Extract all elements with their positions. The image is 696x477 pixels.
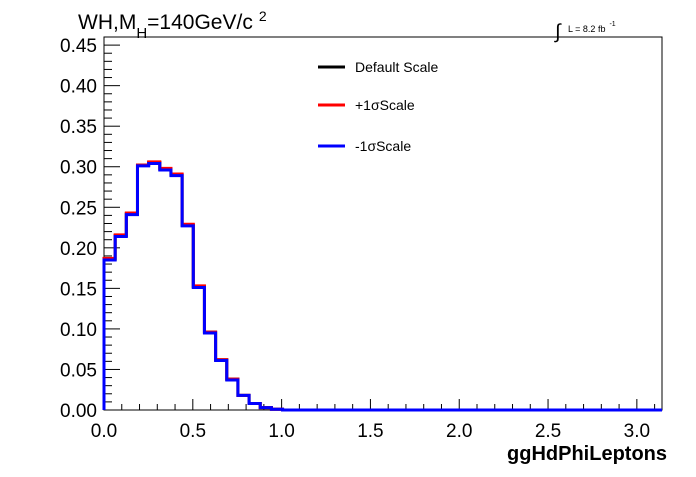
x-tick-label: 3.0	[624, 421, 650, 442]
y-tick-label: 0.10	[60, 320, 97, 341]
y-tick-label: 0.35	[60, 117, 97, 138]
y-tick-label: 0.45	[60, 36, 97, 57]
luminosity-text: L = 8.2 fb	[568, 24, 605, 34]
title-superscript: 2	[259, 8, 267, 24]
luminosity-label: L = 8.2 fb -1	[568, 21, 616, 34]
y-tick-label: 0.00	[60, 401, 97, 422]
x-tick-label: 0.5	[180, 421, 206, 442]
y-tick-label: 0.40	[60, 77, 97, 98]
x-tick-label: 1.0	[268, 421, 294, 442]
title-subscript: H	[136, 25, 147, 42]
chart-title: WH,MH=140GeV/c 2	[78, 8, 267, 42]
y-tick-label: 0.25	[60, 198, 97, 219]
legend: Default Scale +1σScale -1σScale	[318, 59, 438, 154]
legend-label-plus1sigma: +1σScale	[355, 97, 415, 113]
legend-label-default: Default Scale	[355, 59, 438, 75]
y-tick-label: 0.20	[60, 239, 97, 260]
y-tick-label: 0.30	[60, 158, 97, 179]
x-axis-title: ggHdPhiLeptons	[507, 443, 667, 465]
x-tick-label: 2.5	[535, 421, 561, 442]
luminosity-superscript: -1	[609, 21, 615, 28]
y-tick-label: 0.15	[60, 279, 97, 300]
legend-label-minus1sigma: -1σScale	[355, 138, 411, 154]
integral-symbol: ∫	[554, 21, 562, 43]
title-rest: =140GeV/c	[147, 11, 253, 34]
x-tick-label: 2.0	[446, 421, 472, 442]
axes-group: 0.00 0.05 0.10 0.15 0.20 0.25 0.30 0.35 0.40 0.45…	[60, 36, 656, 442]
title-main: WH,M	[78, 11, 136, 34]
series-line-default	[102, 161, 662, 412]
series-group	[102, 160, 662, 412]
series-line-plus1sigma	[102, 160, 662, 412]
x-tick-label: 1.5	[357, 421, 383, 442]
x-tick-label: 0.0	[91, 421, 117, 442]
y-tick-label: 0.05	[60, 360, 97, 381]
series-line-minus1sigma	[102, 161, 662, 412]
